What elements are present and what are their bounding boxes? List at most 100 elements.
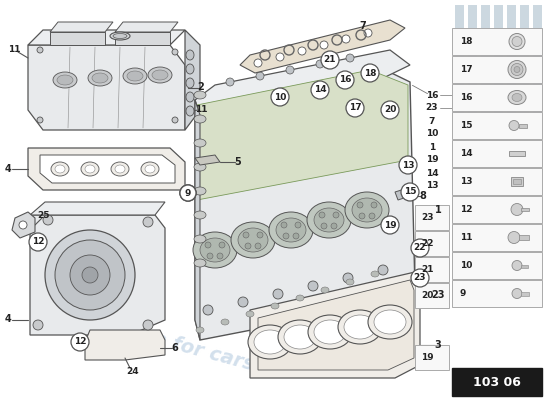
- Text: 12: 12: [460, 205, 472, 214]
- Polygon shape: [50, 22, 113, 32]
- FancyBboxPatch shape: [519, 234, 529, 240]
- Circle shape: [55, 240, 125, 310]
- Polygon shape: [258, 280, 414, 370]
- Ellipse shape: [345, 192, 389, 228]
- Text: 7: 7: [360, 21, 366, 31]
- Circle shape: [273, 289, 283, 299]
- Circle shape: [219, 242, 225, 248]
- Circle shape: [508, 232, 520, 244]
- Text: 7: 7: [429, 116, 435, 126]
- Ellipse shape: [194, 211, 206, 219]
- FancyBboxPatch shape: [513, 178, 521, 184]
- Circle shape: [245, 243, 251, 249]
- Text: 23: 23: [431, 290, 445, 300]
- Polygon shape: [30, 215, 165, 335]
- Circle shape: [298, 47, 306, 55]
- Ellipse shape: [194, 235, 206, 243]
- Ellipse shape: [248, 325, 292, 359]
- Circle shape: [226, 78, 234, 86]
- Circle shape: [143, 217, 153, 227]
- Circle shape: [342, 35, 350, 43]
- Text: 16: 16: [339, 76, 351, 84]
- Circle shape: [508, 60, 526, 78]
- FancyBboxPatch shape: [521, 292, 529, 296]
- Ellipse shape: [81, 162, 99, 176]
- Text: 11: 11: [460, 233, 472, 242]
- FancyBboxPatch shape: [452, 168, 542, 195]
- Text: 20: 20: [421, 291, 433, 300]
- Text: 18: 18: [460, 37, 472, 46]
- Text: 12: 12: [74, 338, 86, 346]
- Ellipse shape: [152, 70, 168, 80]
- FancyBboxPatch shape: [415, 205, 449, 230]
- Ellipse shape: [57, 75, 73, 85]
- FancyBboxPatch shape: [452, 280, 542, 307]
- FancyBboxPatch shape: [519, 124, 527, 128]
- Polygon shape: [240, 20, 405, 73]
- Text: 24: 24: [126, 366, 139, 376]
- Ellipse shape: [512, 94, 522, 102]
- Circle shape: [343, 273, 353, 283]
- Polygon shape: [195, 50, 410, 115]
- Ellipse shape: [308, 315, 352, 349]
- Circle shape: [509, 34, 525, 50]
- Polygon shape: [50, 32, 105, 45]
- Ellipse shape: [508, 90, 526, 104]
- Circle shape: [364, 29, 372, 37]
- Circle shape: [378, 265, 388, 275]
- Circle shape: [37, 117, 43, 123]
- Circle shape: [321, 223, 327, 229]
- Circle shape: [331, 223, 337, 229]
- Circle shape: [205, 242, 211, 248]
- Text: 16: 16: [460, 93, 472, 102]
- Ellipse shape: [194, 187, 206, 195]
- Ellipse shape: [344, 315, 376, 339]
- Ellipse shape: [194, 163, 206, 171]
- FancyBboxPatch shape: [415, 345, 449, 370]
- Circle shape: [369, 213, 375, 219]
- Circle shape: [359, 213, 365, 219]
- Circle shape: [320, 41, 328, 49]
- FancyBboxPatch shape: [452, 368, 542, 396]
- Circle shape: [316, 60, 324, 68]
- Circle shape: [333, 212, 339, 218]
- Circle shape: [511, 204, 523, 216]
- Ellipse shape: [338, 310, 382, 344]
- Ellipse shape: [246, 311, 254, 317]
- Text: 6: 6: [172, 343, 178, 353]
- Polygon shape: [85, 330, 165, 360]
- Ellipse shape: [276, 218, 306, 242]
- Circle shape: [399, 156, 417, 174]
- Polygon shape: [115, 32, 170, 45]
- Ellipse shape: [85, 165, 95, 173]
- Ellipse shape: [271, 303, 279, 309]
- Circle shape: [295, 222, 301, 228]
- Circle shape: [143, 320, 153, 330]
- Circle shape: [511, 64, 523, 76]
- Text: 17: 17: [460, 65, 472, 74]
- Ellipse shape: [51, 162, 69, 176]
- Ellipse shape: [194, 259, 206, 267]
- Text: 21: 21: [421, 265, 433, 274]
- Circle shape: [29, 233, 47, 251]
- Circle shape: [381, 101, 399, 119]
- Text: 14: 14: [460, 149, 472, 158]
- Ellipse shape: [374, 310, 406, 334]
- Text: 15: 15: [404, 188, 416, 196]
- Circle shape: [180, 185, 196, 201]
- Ellipse shape: [194, 91, 206, 99]
- Circle shape: [346, 54, 354, 62]
- Circle shape: [43, 215, 53, 225]
- Circle shape: [512, 260, 522, 270]
- Text: 19: 19: [426, 156, 438, 164]
- FancyBboxPatch shape: [452, 28, 542, 55]
- Circle shape: [293, 233, 299, 239]
- Circle shape: [361, 64, 379, 82]
- Text: 13: 13: [426, 182, 438, 190]
- Circle shape: [514, 66, 520, 72]
- FancyBboxPatch shape: [521, 264, 528, 268]
- Ellipse shape: [296, 295, 304, 301]
- Ellipse shape: [200, 238, 230, 262]
- Circle shape: [512, 36, 522, 46]
- Text: 103 06: 103 06: [473, 376, 521, 388]
